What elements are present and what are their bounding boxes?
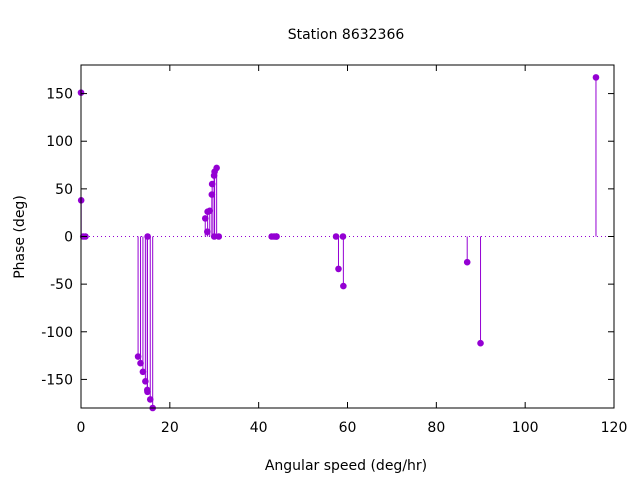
- y-tick-label: 50: [55, 182, 73, 198]
- x-axis-label: Angular speed (deg/hr): [265, 458, 427, 474]
- data-point: [477, 339, 484, 347]
- data-point: [201, 215, 209, 222]
- data-point: [144, 233, 151, 240]
- data-point: [335, 265, 342, 273]
- y-axis-label: Phase (deg): [12, 195, 28, 279]
- x-tick-label: 60: [339, 420, 357, 436]
- data-point: [208, 191, 216, 198]
- axis-ticks: [80, 65, 615, 408]
- data-point: [204, 228, 211, 236]
- data-point: [340, 282, 347, 290]
- data-point: [137, 359, 144, 367]
- data-point: [215, 233, 223, 240]
- data-point: [206, 207, 214, 215]
- y-tick-label: 0: [64, 230, 73, 246]
- data-point: [134, 353, 142, 360]
- y-tick-label: -100: [41, 325, 73, 341]
- axis-tick-labels: 0 20 40 60 80 100 120 -150 -100 -50 0 50 100 150: [41, 87, 627, 436]
- data-point: [142, 378, 149, 385]
- x-tick-label: 40: [250, 420, 268, 436]
- data-point: [332, 233, 340, 240]
- x-tick-label: 80: [427, 420, 445, 436]
- data-stems: [80, 77, 597, 408]
- data-point: [146, 396, 154, 403]
- x-tick-label: 100: [512, 420, 539, 436]
- plot-frame: [80, 64, 615, 409]
- x-tick-label: 0: [77, 420, 86, 436]
- data-point: [339, 233, 347, 240]
- data-point: [139, 368, 147, 376]
- y-tick-label: 100: [46, 134, 73, 150]
- chart-title: Station 8632366: [288, 27, 405, 43]
- data-point: [273, 233, 280, 240]
- data-point: [144, 388, 151, 396]
- data-point: [213, 164, 220, 172]
- y-tick-label: 150: [46, 87, 73, 103]
- x-tick-label: 120: [601, 420, 628, 436]
- data-point: [208, 180, 216, 188]
- data-point: [463, 258, 471, 266]
- x-tick-label: 20: [161, 420, 179, 436]
- y-tick-label: -50: [50, 277, 73, 293]
- data-point: [210, 233, 218, 240]
- y-tick-label: -150: [41, 372, 73, 388]
- data-point: [592, 74, 600, 81]
